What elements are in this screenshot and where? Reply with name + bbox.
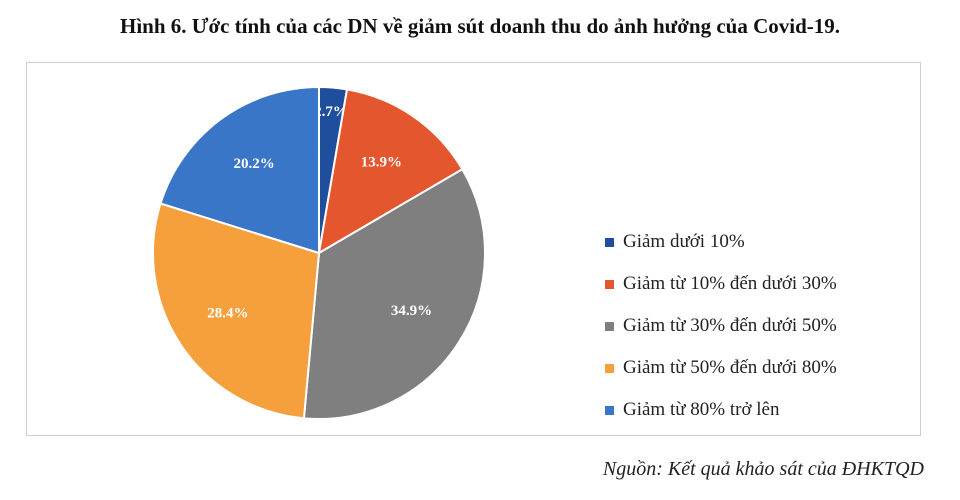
legend-item-1: Giảm dưới 10% bbox=[605, 221, 837, 263]
legend-label-4: Giảm từ 50% đến dưới 80% bbox=[623, 357, 837, 378]
data-label-2: 13.9% bbox=[361, 154, 402, 170]
data-label-4: 28.4% bbox=[207, 305, 248, 321]
chart-frame: 2.7% 13.9% 34.9% 28.4% 20.2% Giảm dưới 10% Gi… bbox=[26, 62, 921, 436]
legend-label-1: Giảm dưới 10% bbox=[623, 231, 745, 252]
legend-swatch-4 bbox=[605, 363, 614, 373]
legend-label-2: Giảm từ 10% đến dưới 30% bbox=[623, 273, 837, 294]
legend-label-5: Giảm từ 80% trở lên bbox=[623, 399, 780, 420]
pie-slice-2 bbox=[317, 88, 464, 255]
legend-item-4: Giảm từ 50% đến dưới 80% bbox=[605, 347, 837, 389]
pie-chart: 2.7% 13.9% 34.9% 28.4% 20.2% bbox=[152, 85, 486, 420]
legend-item-3: Giảm từ 30% đến dưới 50% bbox=[605, 305, 837, 347]
legend-swatch-3 bbox=[605, 321, 614, 331]
legend-item-2: Giảm từ 10% đến dưới 30% bbox=[605, 263, 837, 305]
legend-label-3: Giảm từ 30% đến dưới 50% bbox=[623, 315, 837, 336]
data-label-5: 20.2% bbox=[233, 156, 274, 172]
legend-swatch-5 bbox=[605, 405, 614, 415]
legend: Giảm dưới 10% Giảm từ 10% đến dưới 30% Giả… bbox=[605, 221, 837, 431]
legend-item-5: Giảm từ 80% trở lên bbox=[605, 389, 837, 431]
legend-swatch-2 bbox=[605, 279, 614, 289]
legend-swatch-1 bbox=[605, 237, 614, 247]
pie-slice-4 bbox=[152, 202, 321, 420]
chart-title: Hình 6. Ước tính của các DN về giảm sút … bbox=[119, 14, 841, 38]
data-label-1: 2.7% bbox=[314, 104, 348, 120]
data-label-3: 34.9% bbox=[391, 303, 432, 319]
pie-slice-5 bbox=[159, 85, 320, 255]
source-note: Nguồn: Kết quả khảo sát của ĐHKTQD bbox=[602, 458, 924, 480]
pie-slice-3 bbox=[302, 167, 486, 420]
